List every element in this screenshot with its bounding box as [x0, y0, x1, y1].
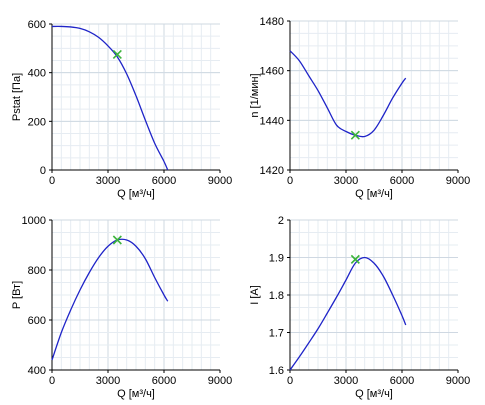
grid: [290, 20, 458, 171]
operating-point-marker: [112, 235, 122, 245]
y-tick-label: 200: [28, 116, 46, 128]
y-tick-label: 0: [40, 165, 46, 177]
x-tick-label: 3000: [96, 375, 120, 387]
y-tick-label: 400: [28, 68, 46, 80]
x-axis-label: Q [м³/ч]: [355, 388, 393, 400]
grid: [52, 219, 220, 371]
x-tick-label: 3000: [334, 375, 358, 387]
x-axis-label: Q [м³/ч]: [355, 188, 393, 200]
series-line: [51, 25, 169, 171]
x-tick-label: 3000: [96, 175, 120, 187]
y-tick-label: 1440: [260, 115, 284, 127]
x-tick-label: 6000: [390, 175, 414, 187]
series-line: [289, 256, 407, 371]
y-tick-label: 1460: [260, 66, 284, 78]
y-tick-label: 1.9: [269, 253, 284, 265]
y-tick-label: 1.6: [269, 365, 284, 377]
series-line: [289, 50, 407, 138]
x-tick-label: 6000: [390, 375, 414, 387]
x-tick-label: 0: [49, 375, 55, 387]
y-tick-label: 1000: [22, 215, 46, 227]
chart-panel-1: 0 3000 6000 9000 0 200 400 600 Q [м³/ч] Pstat [Па…: [11, 19, 232, 200]
y-tick-label: 1420: [260, 165, 284, 177]
y-tick-label: 800: [28, 265, 46, 277]
operating-point-marker: [350, 254, 360, 264]
y-tick-label: 600: [28, 315, 46, 327]
x-tick-label: 3000: [334, 175, 358, 187]
x-tick-label: 9000: [208, 375, 232, 387]
y-axis-label: P [Вт]: [11, 281, 23, 309]
y-axis-label: I [А]: [249, 285, 261, 305]
x-tick-label: 0: [49, 175, 55, 187]
x-tick-label: 0: [287, 175, 293, 187]
x-axis-label: Q [м³/ч]: [117, 388, 155, 400]
grid: [52, 23, 220, 171]
chart-panel-2: 0 3000 6000 9000 1420 1440 1460 1480 Q [м³/ч] n […: [249, 16, 470, 200]
chart-panel-3: 0 3000 6000 9000 400 600 800 1000 Q [м³/ч] P [Вт]: [11, 215, 232, 400]
y-tick-label: 400: [28, 365, 46, 377]
y-tick-label: 1.8: [269, 290, 284, 302]
y-tick-label: 1480: [260, 16, 284, 28]
chart-panel-4: 0 3000 6000 9000 1.6 1.7 1.8 1.9 2 Q [м³/ч] I [А]: [249, 215, 470, 400]
y-tick-label: 1.7: [269, 328, 284, 340]
series-line: [51, 238, 169, 361]
y-tick-label: 600: [28, 19, 46, 31]
operating-point-marker: [112, 49, 122, 59]
y-axis-label: n [1/мин]: [249, 73, 261, 117]
x-axis-label: Q [м³/ч]: [117, 188, 155, 200]
x-tick-label: 6000: [152, 175, 176, 187]
x-tick-label: 6000: [152, 375, 176, 387]
y-tick-label: 2: [278, 215, 284, 227]
x-tick-label: 0: [287, 375, 293, 387]
x-tick-label: 9000: [446, 375, 470, 387]
operating-point-marker: [350, 130, 360, 140]
y-axis-label: Pstat [Па]: [11, 73, 23, 121]
x-tick-label: 9000: [208, 175, 232, 187]
x-tick-label: 9000: [446, 175, 470, 187]
